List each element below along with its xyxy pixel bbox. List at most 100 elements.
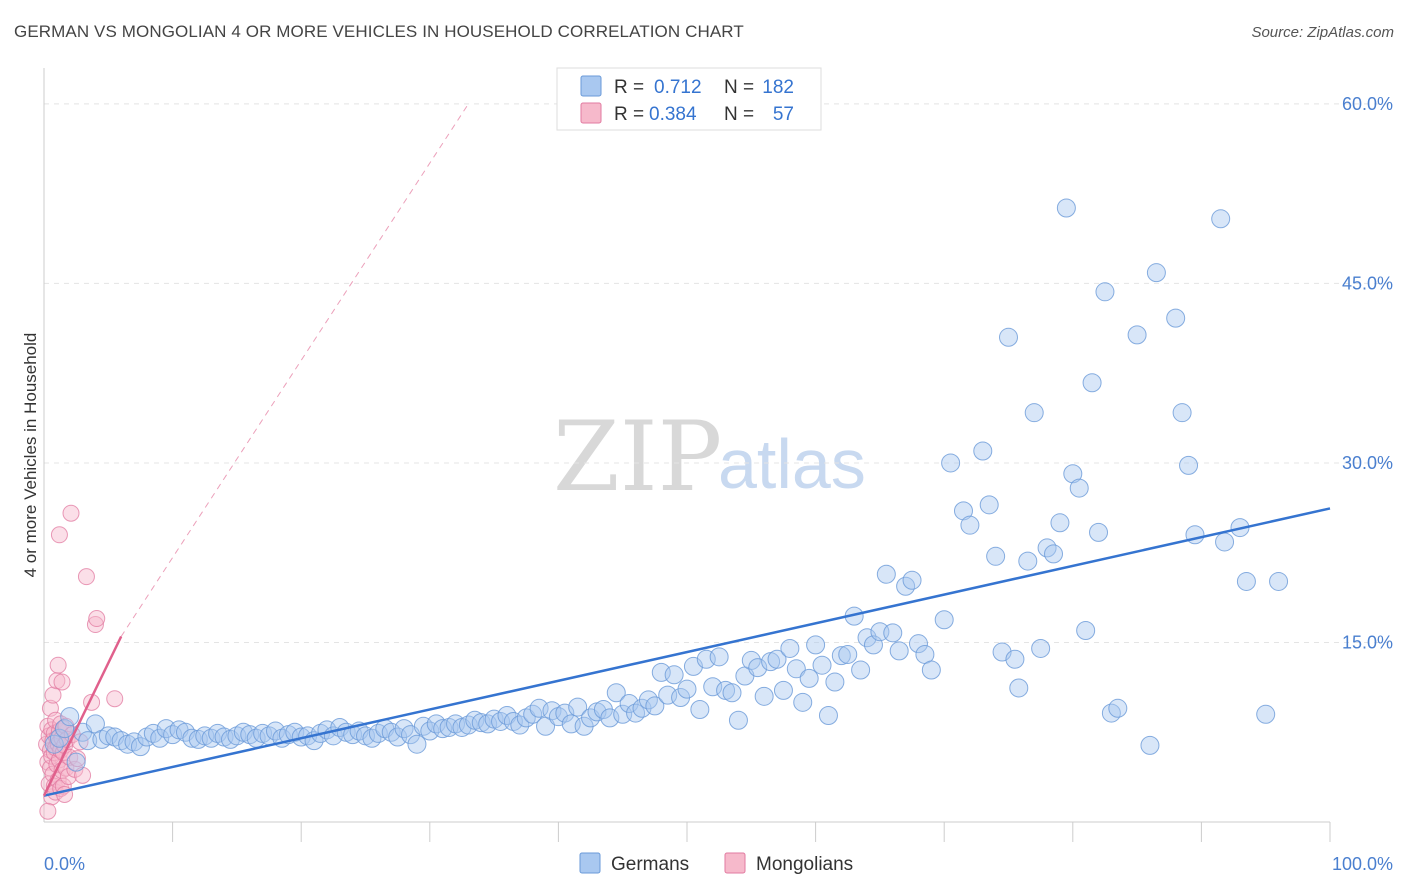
german-point: [510, 715, 530, 735]
german-point: [812, 655, 832, 675]
german-point: [555, 703, 575, 723]
german-point: [66, 752, 86, 772]
y-axis-label: 4 or more Vehicles in Household: [21, 333, 40, 578]
x-ticks: [172, 822, 1331, 842]
german-point: [1236, 571, 1256, 591]
series-legend-label-mongolians: Mongolians: [756, 854, 853, 875]
legend-swatch-germans: [580, 75, 602, 97]
mongolian-point: [86, 616, 104, 634]
y-tick-label: 15.0%: [1342, 632, 1393, 652]
german-point: [960, 515, 980, 535]
german-point: [883, 623, 903, 643]
series-legend-label-germans: Germans: [611, 854, 689, 875]
legend-r-label-mongolians: R =: [614, 104, 644, 125]
german-point: [908, 634, 928, 654]
mongolian-point: [77, 568, 95, 586]
german-point: [600, 708, 620, 728]
mongolian-point: [59, 768, 77, 786]
german-point: [78, 731, 98, 751]
german-point: [516, 708, 536, 728]
x-tick-label-max: 100.0%: [1332, 854, 1393, 874]
german-point: [471, 713, 491, 733]
german-point: [690, 699, 710, 719]
german-point: [703, 677, 723, 697]
german-point: [1031, 638, 1051, 658]
german-point: [98, 726, 118, 746]
german-point: [979, 495, 999, 515]
german-point: [1050, 513, 1070, 533]
german-point: [1089, 522, 1109, 542]
german-point: [709, 647, 729, 667]
mongolian-point: [39, 802, 57, 820]
german-point: [1269, 571, 1289, 591]
german-point: [1166, 308, 1186, 328]
source-credit: Source: ZipAtlas.com: [1251, 24, 1394, 41]
mongolians-series: [38, 504, 124, 820]
mongolians-trend-line: [42, 635, 123, 797]
mongolian-point: [57, 717, 75, 735]
german-point: [851, 660, 871, 680]
german-point: [568, 697, 588, 717]
german-point: [793, 692, 813, 712]
legend-r-label-germans: R =: [614, 77, 644, 98]
german-point: [728, 710, 748, 730]
series-legend: Germans Mongolians: [579, 852, 853, 875]
series-legend-swatch-germans: [579, 852, 601, 874]
german-point: [1044, 544, 1064, 564]
german-point: [921, 660, 941, 680]
mongolian-point: [44, 686, 62, 704]
german-point: [664, 665, 684, 685]
german-point: [973, 441, 993, 461]
german-point: [1069, 478, 1089, 498]
germans-trend-line: [43, 507, 1331, 797]
german-point: [503, 711, 523, 731]
german-point: [1082, 373, 1102, 393]
german-point: [722, 683, 742, 703]
german-point: [799, 668, 819, 688]
german-point: [1127, 325, 1147, 345]
y-tick-label: 30.0%: [1342, 453, 1393, 473]
german-point: [60, 707, 80, 727]
german-point: [208, 723, 228, 743]
german-point: [44, 734, 64, 754]
german-point: [838, 644, 858, 664]
german-point: [1009, 678, 1029, 698]
german-point: [999, 327, 1018, 347]
german-point: [407, 734, 427, 754]
german-point: [831, 646, 851, 666]
german-point: [1063, 464, 1083, 484]
german-point: [645, 696, 665, 716]
stats-legend: R = 0.712 N = 182 R = 0.384 N = 57: [556, 67, 822, 131]
german-point: [1211, 209, 1231, 229]
mongolian-point: [49, 656, 67, 674]
german-point: [677, 679, 697, 699]
german-point: [619, 694, 639, 714]
german-point: [1140, 735, 1160, 755]
mongolian-point: [50, 526, 68, 544]
german-point: [754, 686, 774, 706]
german-point: [767, 649, 787, 669]
y-tick-label: 45.0%: [1342, 273, 1393, 293]
legend-n-label-germans: N =: [724, 77, 754, 98]
german-point: [902, 570, 922, 590]
german-point: [934, 610, 954, 630]
mongolian-point: [88, 610, 106, 628]
german-point: [606, 683, 626, 703]
german-point: [741, 650, 761, 670]
german-point: [130, 737, 150, 757]
german-point: [986, 546, 1006, 566]
mongolian-point: [106, 690, 124, 708]
mongolian-point: [62, 504, 80, 522]
german-point: [876, 564, 896, 584]
watermark: ZIP atlas: [553, 401, 866, 513]
legend-swatch-mongolians: [580, 102, 602, 124]
legend-n-value-mongolians: 57: [773, 104, 794, 125]
grid: [44, 103, 1392, 643]
german-point: [433, 719, 453, 739]
german-point: [1108, 698, 1128, 718]
german-point: [806, 635, 826, 655]
german-point: [1024, 403, 1044, 423]
german-point: [953, 501, 973, 521]
germans-series: [44, 198, 1289, 772]
